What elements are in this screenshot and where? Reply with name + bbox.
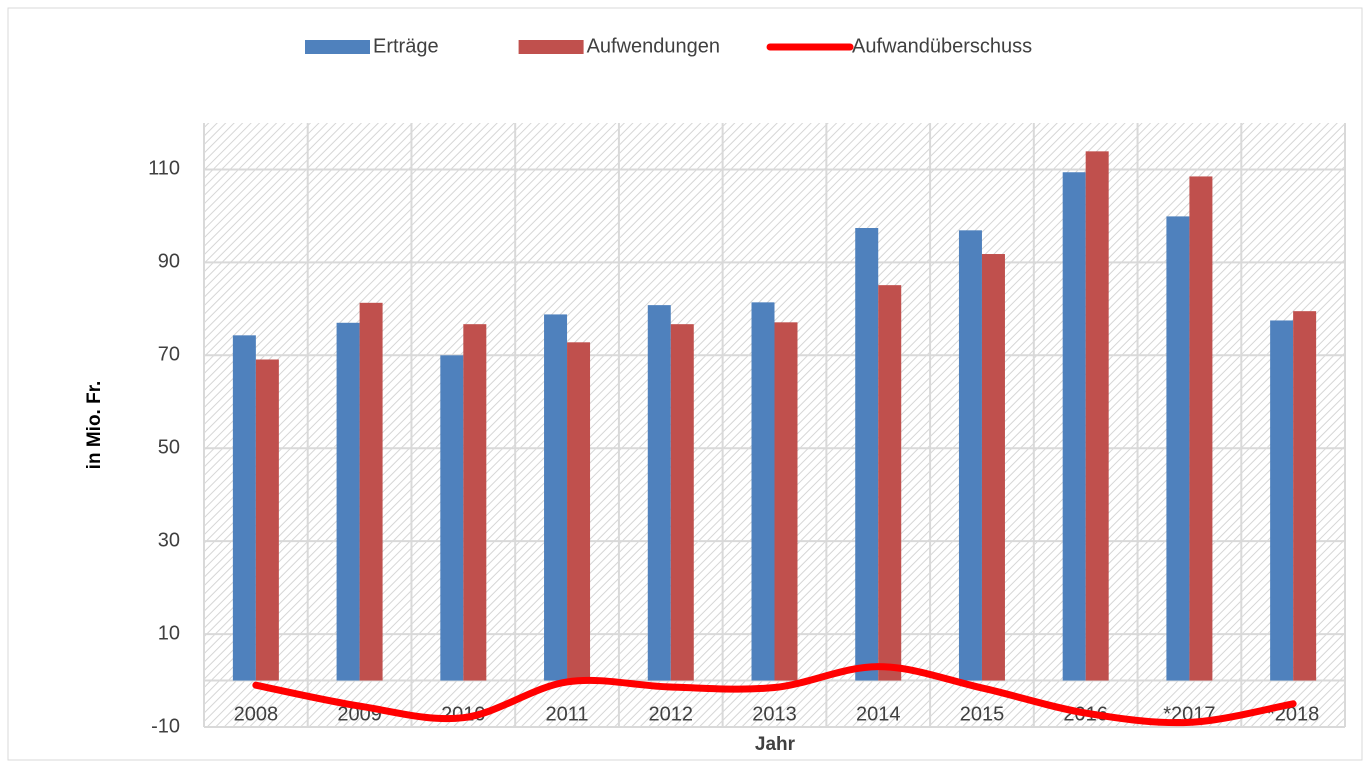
bar	[751, 302, 775, 681]
line	[252, 663, 1297, 727]
legend-label: Aufwandüberschuss	[852, 35, 1032, 57]
y-axis-title: in Mio. Fr.	[84, 381, 105, 470]
bar	[440, 355, 464, 681]
bar	[1062, 172, 1086, 681]
bar	[981, 254, 1005, 681]
bar	[544, 314, 568, 681]
legend-swatch	[518, 40, 584, 54]
legend-label: Erträge	[373, 35, 439, 57]
legend-label: Aufwendungen	[587, 35, 720, 57]
x-tick-label: 2011	[546, 703, 589, 725]
legend-swatch	[305, 40, 370, 54]
y-tick-label: 50	[158, 437, 180, 459]
x-tick-label: 2008	[234, 703, 279, 725]
bar	[255, 359, 279, 681]
bar	[670, 324, 694, 681]
bar	[855, 228, 879, 681]
x-axis-title: Jahr	[755, 734, 796, 755]
bar	[1293, 311, 1317, 681]
y-tick-label: 90	[158, 251, 180, 273]
bar	[1189, 176, 1213, 681]
bar	[463, 324, 487, 681]
bar	[567, 342, 591, 681]
y-tick-label: 70	[158, 344, 180, 366]
bar	[958, 230, 982, 681]
x-tick-label: 2013	[752, 703, 797, 725]
x-tick-label: 2015	[960, 703, 1005, 725]
bar	[774, 322, 798, 681]
bar	[878, 285, 902, 681]
bar	[232, 335, 256, 681]
y-tick-label: 110	[148, 158, 180, 180]
bar	[336, 322, 360, 681]
x-tick-label: 2014	[856, 703, 901, 725]
bar	[1085, 151, 1109, 681]
bar	[359, 302, 383, 681]
y-tick-label: 10	[158, 622, 180, 644]
y-tick-label: 30	[158, 529, 180, 551]
bar	[1166, 216, 1190, 681]
y-tick-label: -10	[151, 715, 180, 737]
bar	[1270, 320, 1294, 681]
bar	[647, 305, 671, 681]
x-tick-label: 2012	[649, 703, 694, 725]
